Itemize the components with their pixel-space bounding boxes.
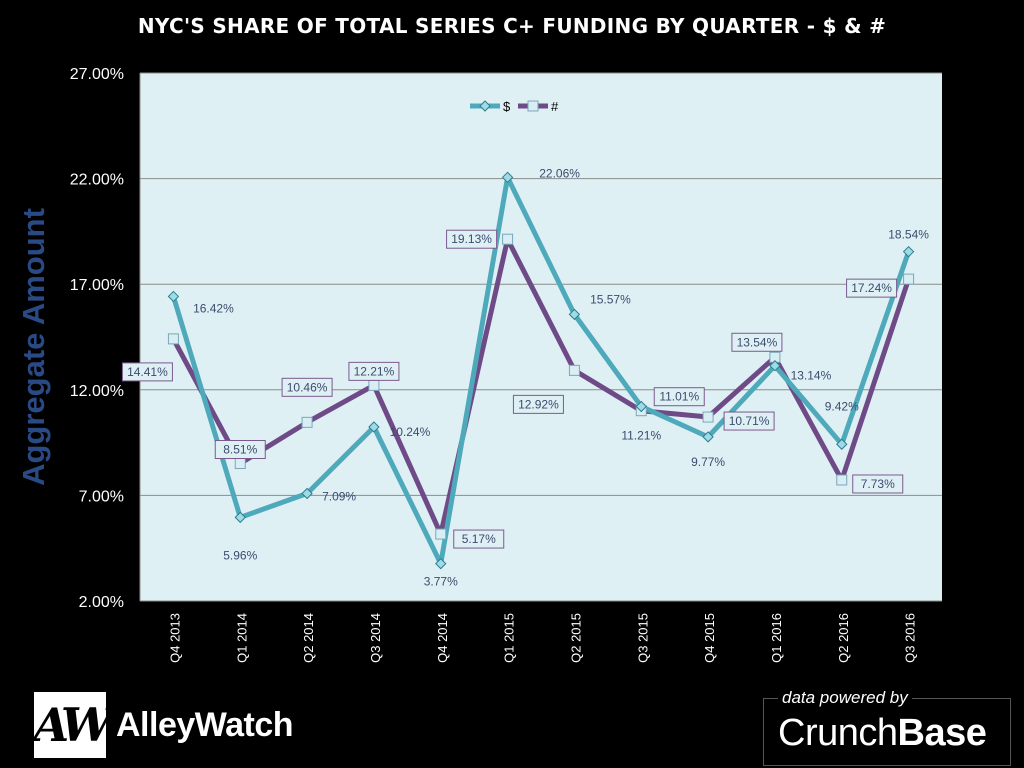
- data-label-dollar: 7.09%: [322, 489, 356, 503]
- marker-dollar: [836, 438, 848, 450]
- legend-label-count: #: [551, 99, 559, 114]
- series-line-dollar: [170, 174, 912, 567]
- y-tick-label: 7.00%: [79, 488, 124, 505]
- data-label-dollar: 18.54%: [888, 228, 929, 242]
- marker-count: [568, 364, 580, 376]
- x-tick-label: Q1 2014: [234, 613, 249, 663]
- marker-count: [167, 333, 179, 345]
- x-tick-label: Q3 2014: [368, 613, 383, 663]
- data-label-dollar: 11.21%: [621, 428, 661, 442]
- data-label-dollar: 13.14%: [791, 369, 832, 383]
- data-label-count: 7.73%: [861, 477, 895, 491]
- legend-marker-count: [527, 100, 539, 112]
- data-label-dollar: 16.42%: [193, 301, 234, 315]
- data-label-count: 13.54%: [737, 335, 778, 349]
- data-label-count: 12.21%: [354, 364, 395, 378]
- marker-dollar: [368, 421, 380, 433]
- marker-count: [234, 458, 246, 470]
- data-label-box: [348, 361, 400, 381]
- x-tick-label: Q4 2014: [435, 613, 450, 663]
- x-tick-label: Q3 2016: [903, 613, 918, 663]
- data-label-box: [852, 474, 904, 494]
- crunchbase-base: Base: [897, 712, 987, 754]
- data-label-box: [453, 529, 505, 549]
- data-labels: 16.42% 5.96% 7.09% 10.24% 3.77% 22.06% 15.57% 1…: [121, 166, 929, 589]
- data-label-box: [281, 377, 333, 397]
- x-tick-label: Q2 2015: [568, 613, 583, 663]
- marker-dollar: [301, 487, 313, 500]
- marker-dollar: [435, 557, 447, 570]
- x-axis-ticks: Q4 2013 Q1 2014 Q2 2014 Q3 2014 Q4 2014 Q1 20…: [167, 613, 917, 663]
- y-tick-label: 12.00%: [70, 383, 124, 400]
- series-group: [167, 171, 915, 570]
- marker-dollar: [234, 511, 246, 524]
- marker-dollar: [568, 308, 581, 321]
- data-label-count: 8.51%: [223, 443, 257, 457]
- y-tick-label: 22.00%: [70, 172, 124, 189]
- x-tick-label: Q1 2016: [769, 613, 784, 663]
- data-label-dollar: 5.96%: [223, 548, 257, 562]
- data-label-box: [512, 394, 564, 414]
- data-label-dollar: 10.24%: [390, 425, 431, 439]
- y-tick-label: 2.00%: [79, 594, 124, 611]
- data-label-count: 5.17%: [462, 532, 496, 546]
- crunchbase-crunch: Crunch: [778, 712, 898, 754]
- data-label-dollar: 9.42%: [825, 399, 859, 413]
- marker-count: [435, 528, 447, 540]
- legend: $ #: [470, 99, 559, 114]
- legend-label-dollar: $: [503, 99, 511, 114]
- data-label-dollar: 9.77%: [691, 455, 725, 469]
- data-label-count: 10.71%: [729, 414, 770, 428]
- marker-count: [301, 416, 313, 428]
- data-label-box: [731, 332, 783, 352]
- marker-count: [836, 474, 848, 486]
- data-label-box: [121, 362, 173, 382]
- line-chart: 27.00% 22.00% 17.00% 12.00% 7.00% 2.00% Q4 20…: [16, 66, 942, 663]
- marker-dollar: [167, 290, 180, 303]
- powered-by-label: data powered by: [778, 688, 912, 708]
- marker-dollar: [769, 360, 781, 372]
- data-label-count: 12.92%: [518, 397, 559, 411]
- data-label-box: [446, 229, 498, 249]
- data-label-box: [653, 387, 705, 407]
- legend-marker-dollar: [479, 100, 491, 112]
- x-tick-label: Q4 2013: [167, 613, 182, 663]
- marker-count: [368, 379, 380, 391]
- crunchbase-logo: CrunchBase: [778, 712, 987, 755]
- x-tick-label: Q2 2014: [301, 613, 316, 663]
- data-label-count: 17.24%: [851, 281, 892, 295]
- x-tick-label: Q1 2015: [502, 613, 517, 663]
- data-label-dollar: 3.77%: [424, 575, 458, 589]
- plot-area: [140, 73, 942, 601]
- data-label-dollar: 15.57%: [590, 292, 631, 306]
- x-tick-label: Q3 2015: [635, 613, 650, 663]
- y-axis-label: Aggregate Amount: [16, 208, 51, 486]
- marker-dollar: [501, 171, 514, 184]
- data-label-count: 14.41%: [127, 365, 168, 379]
- gridlines: [139, 72, 942, 602]
- data-label-dollar: 22.06%: [539, 166, 580, 180]
- x-tick-label: Q4 2015: [702, 613, 717, 663]
- chart-title: NYC'S SHARE OF TOTAL SERIES C+ FUNDING B…: [137, 14, 887, 38]
- data-label-box: [214, 440, 266, 460]
- y-tick-label: 17.00%: [70, 277, 124, 294]
- data-label-count: 11.01%: [659, 390, 699, 404]
- y-axis-ticks: 27.00% 22.00% 17.00% 12.00% 7.00% 2.00%: [70, 66, 124, 611]
- marker-dollar: [902, 245, 915, 258]
- alleywatch-logo-mark: AW: [33, 692, 113, 758]
- marker-dollar: [702, 431, 714, 443]
- data-label-box: [846, 278, 898, 298]
- data-label-box: [723, 411, 775, 431]
- marker-count: [903, 273, 915, 285]
- y-tick-label: 27.00%: [70, 66, 124, 83]
- marker-count: [502, 233, 514, 245]
- marker-dollar: [635, 400, 647, 413]
- data-label-count: 19.13%: [451, 232, 492, 246]
- x-tick-label: Q2 2016: [836, 613, 851, 663]
- alleywatch-brand: AW AlleyWatch: [33, 690, 294, 760]
- alleywatch-name: AlleyWatch: [116, 705, 294, 744]
- data-label-count: 10.46%: [287, 380, 328, 394]
- marker-count: [702, 411, 714, 423]
